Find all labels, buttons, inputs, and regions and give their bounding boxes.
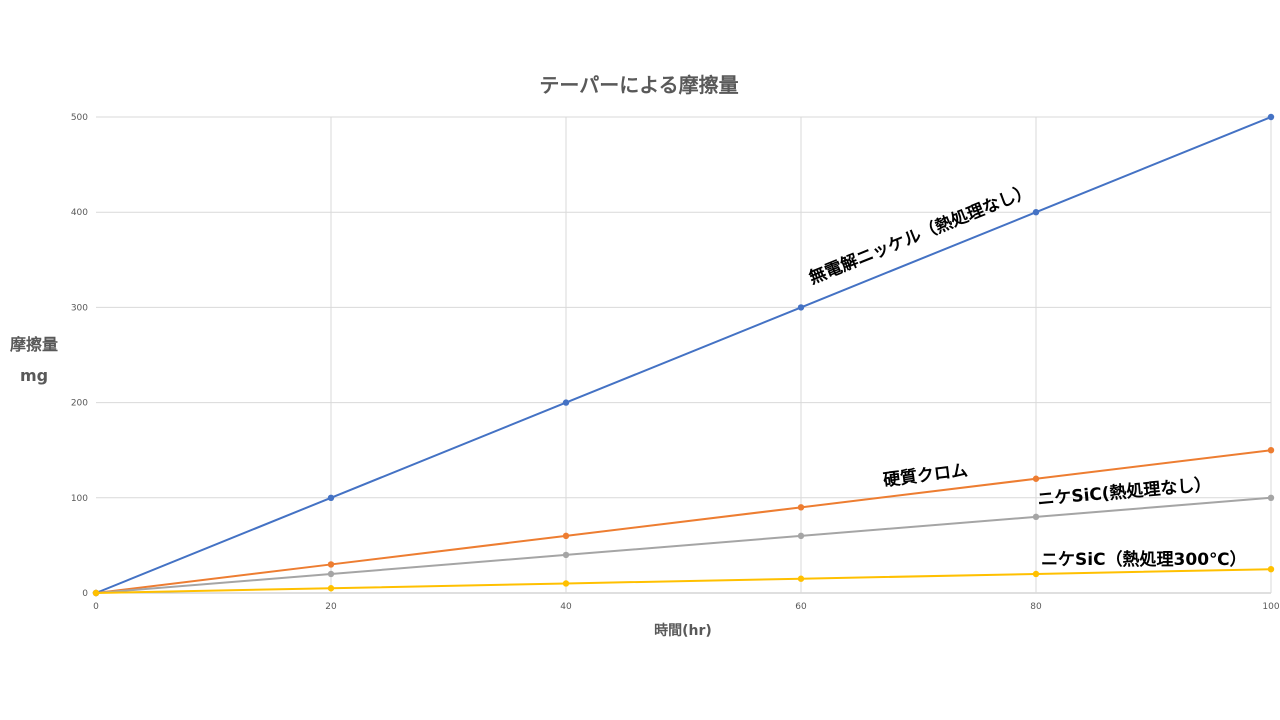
data-point [1267,447,1275,454]
data-point [327,561,335,568]
series-line [95,116,1272,594]
series-line [95,496,1272,594]
data-point [562,532,570,540]
x-tick-labels: 0 20 40 60 80 100 [93,602,1280,612]
series-3 [92,566,1275,597]
x-tick-label: 0 [93,602,99,612]
y-tick-label: 500 [71,113,88,123]
data-point [1032,209,1040,216]
data-point [1032,570,1040,578]
x-tick-label: 20 [325,602,337,612]
y-tick-label: 200 [71,399,88,409]
y-tick-label: 0 [82,589,88,599]
data-point [327,570,335,578]
data-point [562,399,570,406]
y-axis-label: 摩擦量 [10,335,58,354]
series-0 [92,113,1275,597]
data-point [1032,475,1040,482]
series-line [95,568,1272,594]
series-line [95,449,1272,594]
series-1 [92,447,1275,597]
series-label-electroless-nickel: 無電解ニッケル（熱処理なし） [806,180,1035,289]
y-axis-unit: mg [20,366,48,385]
data-point [327,494,335,501]
x-tick-label: 100 [1262,602,1279,612]
grid [96,116,1272,594]
y-tick-label: 400 [71,208,88,218]
data-point [797,532,805,540]
series-group [92,113,1275,597]
data-point [562,580,570,587]
data-point [797,304,805,311]
y-tick-label: 300 [71,303,88,313]
data-point [562,551,570,559]
data-point [1267,113,1275,121]
data-point [1267,566,1275,573]
data-point [1032,513,1040,521]
data-point [797,504,805,511]
data-point [1267,494,1275,501]
chart-title: テーパーによる摩擦量 [539,73,738,97]
data-point [327,585,335,592]
data-point [797,575,805,582]
x-axis-label: 時間(hr) [654,622,712,639]
x-tick-label: 80 [1030,602,1042,612]
series-label-hard-chrome: 硬質クロム [882,460,969,491]
y-tick-labels: 0 100 200 300 400 500 [71,113,88,599]
y-tick-label: 100 [71,494,88,504]
series-label-nickel-sic-300: ニケSiC（熱処理300℃） [1041,549,1247,570]
x-tick-label: 40 [560,602,572,612]
data-point [92,589,100,597]
x-tick-label: 60 [795,602,807,612]
